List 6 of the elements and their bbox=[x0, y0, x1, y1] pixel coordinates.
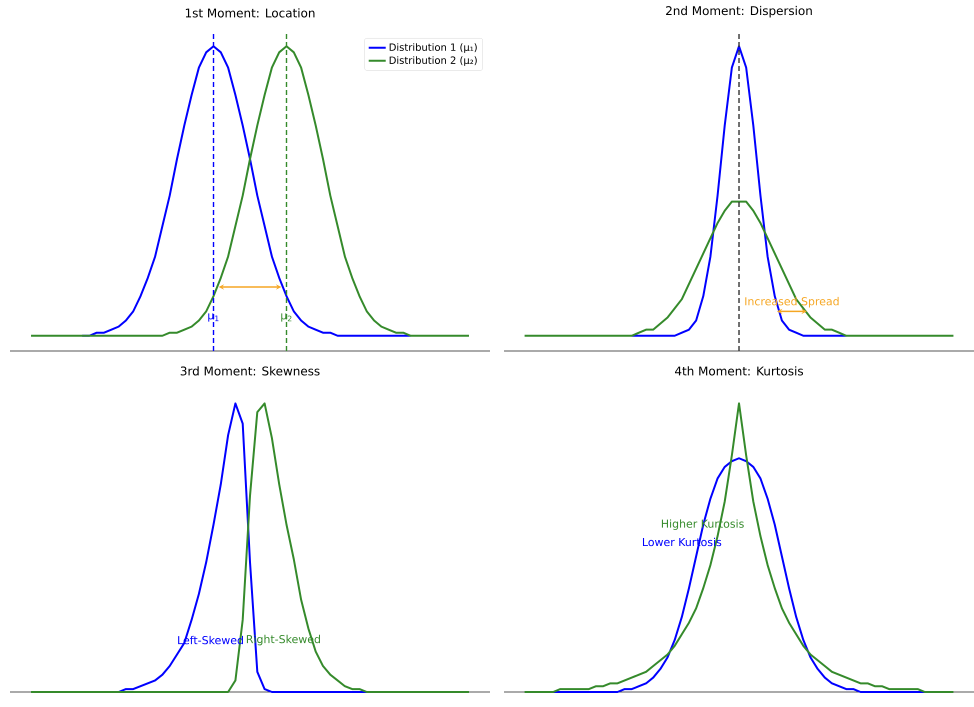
legend-label: Distribution 2 (μ₂) bbox=[390, 56, 477, 66]
chart-title: 4th Moment: Kurtosis bbox=[675, 366, 804, 376]
chart-title: 3rd Moment: Skewness bbox=[180, 366, 320, 376]
chart-title: 2nd Moment: Dispersion bbox=[666, 6, 812, 18]
chart-title: 1st Moment: Location bbox=[186, 8, 314, 18]
legend-label: Distribution 1 (μ₁) bbox=[390, 43, 477, 53]
